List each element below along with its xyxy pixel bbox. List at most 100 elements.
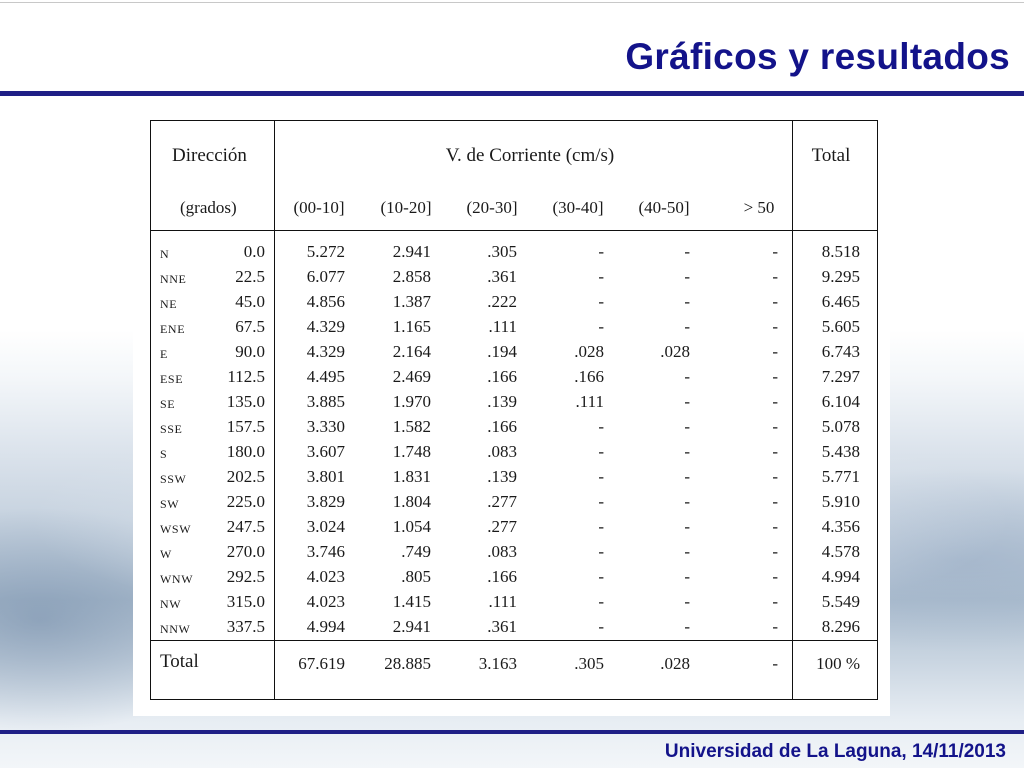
row-direction-code: SW <box>160 497 180 511</box>
row-value: - <box>598 242 604 261</box>
row-value: - <box>772 467 778 486</box>
row-value: .222 <box>487 292 517 311</box>
row-value: - <box>598 317 604 336</box>
row-value: - <box>684 492 690 511</box>
footer-rule <box>0 730 1024 734</box>
row-value: 3.330 <box>306 417 345 436</box>
table-card <box>133 108 890 716</box>
row-direction-code: WNW <box>160 572 194 586</box>
row-value: - <box>772 517 778 536</box>
row-value: - <box>598 617 604 636</box>
header-bin: (10-20] <box>380 198 432 217</box>
row-value: - <box>598 267 604 286</box>
row-value: 3.746 <box>306 542 345 561</box>
row-value: - <box>598 292 604 311</box>
row-total: 5.438 <box>821 442 860 461</box>
row-value: - <box>684 542 690 561</box>
header-bin: (30-40] <box>552 198 604 217</box>
row-value: - <box>772 242 778 261</box>
row-direction-degrees: 315.0 <box>226 592 265 611</box>
row-value: .166 <box>487 417 517 436</box>
row-value: - <box>772 367 778 386</box>
row-value: .277 <box>487 517 517 536</box>
header-bin: (20-30] <box>466 198 518 217</box>
row-total: 5.549 <box>821 592 860 611</box>
header-velocity: V. de Corriente (cm/s) <box>445 145 615 166</box>
row-value: .083 <box>487 442 517 461</box>
row-direction-code: WSW <box>160 522 192 536</box>
row-direction-degrees: 90.0 <box>235 342 265 361</box>
row-total: 6.104 <box>821 392 860 411</box>
row-total: 9.295 <box>821 267 860 286</box>
row-total: 5.771 <box>821 467 860 486</box>
row-value: 4.994 <box>306 617 345 636</box>
row-value: .139 <box>487 467 517 486</box>
row-value: 2.858 <box>392 267 431 286</box>
row-direction-code: E <box>160 347 168 361</box>
header-bin: (00-10] <box>293 198 345 217</box>
row-value: - <box>598 567 604 586</box>
slide-title: Gráficos y resultados <box>625 36 1010 77</box>
row-value: 4.856 <box>306 292 345 311</box>
row-total: 7.297 <box>821 367 860 386</box>
direction-divider <box>274 120 275 700</box>
row-value: .361 <box>487 617 517 636</box>
row-value: .083 <box>487 542 517 561</box>
row-value: .166 <box>487 367 517 386</box>
row-direction-degrees: 135.0 <box>226 392 265 411</box>
grand-total: 100 % <box>816 654 860 673</box>
row-direction-code: NNW <box>160 622 191 636</box>
row-value: 1.804 <box>392 492 431 511</box>
row-value: 1.387 <box>392 292 431 311</box>
row-value: 6.077 <box>306 267 345 286</box>
header-bin: (40-50] <box>638 198 690 217</box>
row-value: - <box>684 242 690 261</box>
row-value: - <box>684 317 690 336</box>
row-total: 8.518 <box>821 242 860 261</box>
row-value: 3.607 <box>306 442 345 461</box>
row-direction-degrees: 337.5 <box>226 617 265 636</box>
row-value: - <box>684 617 690 636</box>
row-value: .111 <box>488 317 518 336</box>
row-value: 1.415 <box>392 592 431 611</box>
row-total: 4.994 <box>821 567 860 586</box>
row-value: .305 <box>487 242 517 261</box>
table-frame <box>150 120 793 700</box>
row-value: 3.801 <box>306 467 345 486</box>
row-direction-degrees: 270.0 <box>226 542 265 561</box>
row-value: 3.024 <box>306 517 345 536</box>
row-value: 1.165 <box>392 317 431 336</box>
row-value: 2.941 <box>392 242 431 261</box>
row-value: 1.748 <box>392 442 431 461</box>
row-total: 8.296 <box>821 617 860 636</box>
row-value: - <box>772 292 778 311</box>
row-direction-code: ENE <box>160 322 186 336</box>
row-value: - <box>684 267 690 286</box>
row-value: .028 <box>574 342 604 361</box>
header-bin: > 50 <box>743 198 775 217</box>
row-value: 4.329 <box>306 342 345 361</box>
row-total: 5.910 <box>821 492 860 511</box>
row-value: .028 <box>660 342 690 361</box>
row-value: - <box>684 367 690 386</box>
header-direction-unit: (grados) <box>180 198 237 217</box>
row-value: 4.495 <box>306 367 345 386</box>
header-direction: Dirección <box>172 145 247 166</box>
row-value: 2.164 <box>392 342 431 361</box>
row-direction-code: SSW <box>160 472 187 486</box>
row-value: 2.941 <box>392 617 431 636</box>
row-value: - <box>772 542 778 561</box>
row-total: 6.743 <box>821 342 860 361</box>
row-value: .361 <box>487 267 517 286</box>
row-value: - <box>684 517 690 536</box>
row-value: - <box>684 392 690 411</box>
row-direction-code: S <box>160 447 168 461</box>
row-value: .111 <box>575 392 605 411</box>
row-value: - <box>772 592 778 611</box>
row-value: .111 <box>488 592 518 611</box>
row-direction-code: W <box>160 547 172 561</box>
row-value: - <box>598 542 604 561</box>
row-value: 4.023 <box>306 567 345 586</box>
row-value: 2.469 <box>392 367 431 386</box>
row-value: - <box>684 592 690 611</box>
